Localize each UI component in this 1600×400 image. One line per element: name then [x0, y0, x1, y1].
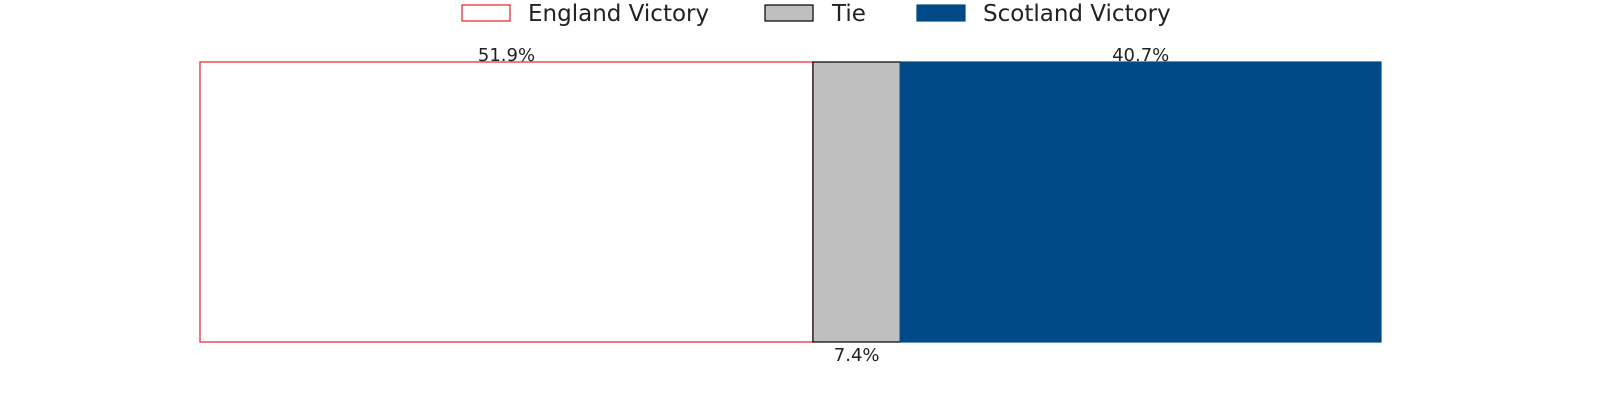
legend: England Victory Tie Scotland Victory	[461, 1, 1171, 27]
bar-segment-tie	[812, 61, 901, 343]
legend-item-scotland-victory: Scotland Victory	[916, 1, 1171, 27]
legend-label-england-victory: England Victory	[528, 1, 709, 27]
legend-swatch-scotland-victory	[916, 4, 966, 22]
legend-item-tie: Tie	[764, 1, 866, 27]
value-label-england-victory: 51.9%	[478, 45, 535, 66]
legend-item-england-victory: England Victory	[461, 1, 709, 27]
legend-label-tie: Tie	[831, 1, 866, 27]
bar-segment-scotland-victory	[899, 61, 1382, 343]
value-label-tie: 7.4%	[834, 345, 880, 366]
legend-label-scotland-victory: Scotland Victory	[983, 1, 1171, 27]
legend-swatch-tie	[764, 4, 814, 22]
value-label-scotland-victory: 40.7%	[1112, 45, 1169, 66]
legend-swatch-england-victory	[461, 4, 511, 22]
bar-segments	[199, 61, 1382, 343]
value-labels: 51.9% 7.4% 40.7%	[478, 45, 1169, 366]
bar-segment-england-victory	[199, 61, 814, 343]
